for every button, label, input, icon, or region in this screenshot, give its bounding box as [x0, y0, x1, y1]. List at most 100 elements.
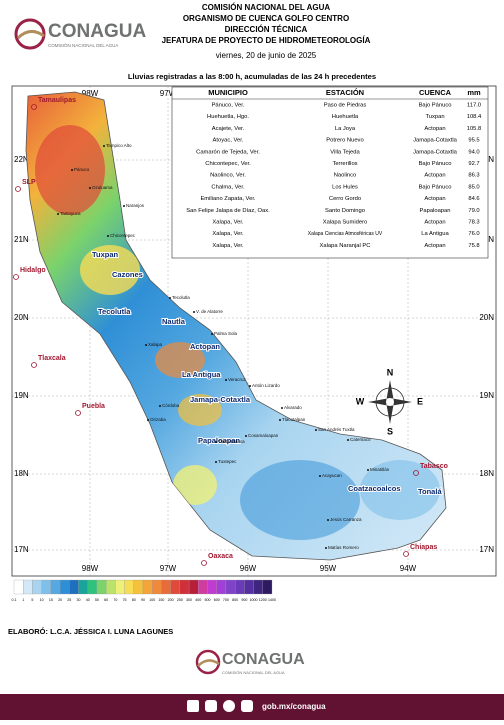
place-marker: [71, 169, 73, 171]
state-label: Tamaulipas: [38, 97, 76, 104]
state-label: Hidalgo: [20, 267, 46, 274]
legend-swatch: [225, 579, 236, 595]
place-label: Naranjos: [126, 203, 145, 208]
legend-label: 0.1: [12, 598, 17, 602]
place-marker: [57, 213, 59, 215]
state-marker: [403, 551, 409, 557]
patch: [80, 245, 140, 295]
legend-label: 200: [168, 598, 174, 602]
legend-label: 150: [158, 598, 164, 602]
credit: ELABORÓ: L.C.A. JÉSSICA I. LUNA LAGUNES: [8, 627, 173, 636]
instagram-icon[interactable]: [205, 700, 217, 712]
place-marker: [347, 439, 349, 441]
table-cell: Xalapa Ciencias Atmosféricas UV: [308, 231, 383, 237]
legend-label: 25: [67, 598, 71, 602]
legend-label: 75: [123, 598, 127, 602]
table-cell: Actopan: [424, 220, 445, 226]
table-cell: Actopan: [424, 173, 445, 179]
column-header: MUNICIPIO: [208, 88, 248, 97]
place-marker: [89, 187, 91, 189]
basin-label: Coatzacoalcos: [348, 484, 401, 493]
table-cell: La Joya: [335, 126, 356, 132]
place-label: Veracruz: [228, 377, 247, 382]
legend-swatch: [115, 579, 125, 595]
legend-swatch: [133, 579, 144, 595]
legend-swatch: [198, 579, 208, 595]
basin-label: Jamapa-Cotaxtla: [190, 395, 251, 404]
state-marker: [15, 186, 21, 192]
logo: CONAGUA COMISIÓN NACIONAL DEL AGUA: [14, 18, 146, 50]
table-cell: Actopan: [424, 196, 445, 202]
logo-icon: [195, 649, 221, 675]
legend-swatch: [179, 579, 190, 595]
legend-label: 1: [22, 598, 24, 602]
patch: [173, 465, 217, 505]
table-cell: Terrerillos: [332, 161, 357, 167]
legend-swatch: [32, 579, 42, 595]
url[interactable]: gob.mx/conagua: [262, 702, 326, 711]
state-label: Tabasco: [420, 463, 448, 470]
table-cell: Bajo Pánuco: [419, 103, 452, 109]
patch: [35, 125, 105, 215]
logo-icon: [14, 18, 46, 50]
x-icon[interactable]: [223, 700, 235, 712]
place-label: Minatitlán: [370, 467, 390, 472]
state-marker: [413, 470, 419, 476]
table-cell: Jamapa-Cotaxtla: [413, 138, 458, 144]
column-header: mm: [467, 88, 481, 97]
place-label: Alvarado: [284, 405, 302, 410]
table-cell: 86.3: [468, 173, 479, 179]
place-marker: [315, 429, 317, 431]
place-marker: [123, 205, 125, 207]
header-line: ORGANISMO DE CUENCA GOLFO CENTRO: [183, 14, 349, 23]
legend-swatch: [50, 579, 61, 595]
legend-label: 40: [86, 598, 90, 602]
header-lines: COMISIÓN NACIONAL DEL AGUA ORGANISMO DE C…: [162, 3, 371, 45]
basin-label: Nautla: [162, 317, 186, 326]
table-cell: Pánuco, Ver.: [212, 103, 245, 109]
place-label: Cosamaloapan: [248, 433, 279, 438]
legend-swatch: [96, 579, 107, 595]
legend-swatch: [69, 579, 79, 595]
legend-label: 500: [205, 598, 211, 602]
table-cell: Bajo Pánuco: [419, 184, 452, 190]
place-marker: [169, 297, 171, 299]
table-cell: Xalapa, Ver.: [212, 243, 244, 249]
place-marker: [211, 333, 213, 335]
table-cell: 94.0: [468, 149, 479, 155]
table-cell: Paso de Piedras: [324, 103, 367, 109]
lat-label: 20N: [479, 313, 494, 322]
legend-swatch: [234, 579, 245, 595]
compass-star: [368, 380, 412, 424]
place-label: Tlacotalpan: [282, 417, 306, 422]
table-cell: Xalapa, Ver.: [212, 231, 244, 237]
compass-e: E: [417, 396, 423, 406]
legend: 0.1 1 5 10 15 20 25 30 40 50 60 70 75 80 90 100 150 200 25…: [12, 579, 276, 602]
facebook-icon[interactable]: [187, 700, 199, 712]
legend-swatch: [161, 579, 171, 595]
legend-swatch: [59, 579, 70, 595]
table-cell: Naolinco: [334, 173, 357, 179]
basin-label: Cazones: [112, 270, 143, 279]
table-cell: 92.7: [468, 161, 479, 167]
date: viernes, 20 de junio de 2025: [216, 51, 317, 60]
patch: [240, 460, 360, 540]
logo-text: CONAGUA: [48, 21, 146, 42]
legend-label: 900: [241, 598, 247, 602]
patch: [360, 460, 440, 520]
place-label: Chicontepec: [110, 233, 136, 238]
lon-label: 95W: [320, 564, 337, 573]
legend-swatch: [142, 579, 153, 595]
table-cell: Tuxpan: [425, 114, 444, 120]
lon-label: 97W: [160, 564, 177, 573]
legend-swatch: [41, 579, 52, 595]
table-cell: 78.3: [468, 220, 479, 226]
place-marker: [249, 385, 251, 387]
legend-label: 600: [214, 598, 220, 602]
legend-swatch: [87, 579, 98, 595]
compass-s: S: [387, 426, 393, 436]
legend-label: 1200: [259, 598, 267, 602]
lat-label: 17N: [14, 545, 29, 554]
youtube-icon[interactable]: [241, 700, 253, 712]
